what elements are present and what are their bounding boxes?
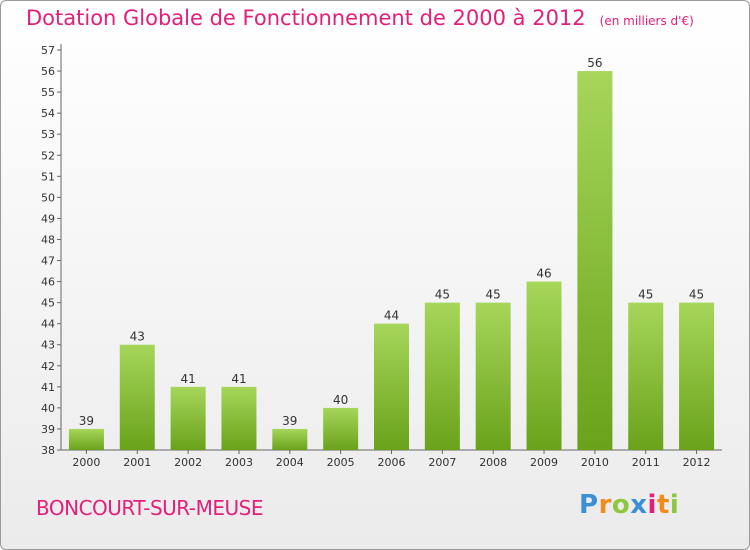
y-tick-label: 49 xyxy=(41,212,55,225)
x-tick-label: 2009 xyxy=(530,456,558,469)
y-tick-label: 56 xyxy=(41,65,55,78)
y-tick-label: 38 xyxy=(41,444,55,457)
data-label: 45 xyxy=(486,288,501,302)
chart-bars: 39 43 41 41 39 40 44 45 45 46 56 45 45 xyxy=(69,56,714,450)
bar xyxy=(577,71,612,450)
data-label: 41 xyxy=(231,372,246,386)
data-label: 39 xyxy=(282,414,297,428)
logo-letter: i xyxy=(648,490,657,520)
proxiti-logo[interactable]: Proxiti xyxy=(579,490,679,520)
y-tick-label: 41 xyxy=(41,381,55,394)
bar xyxy=(323,408,358,450)
y-tick-label: 52 xyxy=(41,149,55,162)
x-tick-label: 2000 xyxy=(72,456,100,469)
y-tick-label: 46 xyxy=(41,276,55,289)
x-tick-label: 2011 xyxy=(632,456,660,469)
x-tick-label: 2005 xyxy=(327,456,355,469)
y-tick-label: 40 xyxy=(41,402,55,415)
x-tick-label: 2008 xyxy=(479,456,507,469)
y-tick-label: 42 xyxy=(41,360,55,373)
y-tick-label: 48 xyxy=(41,233,55,246)
data-label: 41 xyxy=(180,372,195,386)
logo-letter: t xyxy=(657,490,670,520)
bar xyxy=(425,303,460,450)
data-label: 46 xyxy=(536,267,551,281)
x-tick-label: 2003 xyxy=(225,456,253,469)
bar xyxy=(171,387,206,450)
y-tick-label: 54 xyxy=(41,107,55,120)
data-label: 45 xyxy=(435,288,450,302)
x-tick-label: 2002 xyxy=(174,456,202,469)
commune-name: BONCOURT-SUR-MEUSE xyxy=(36,496,263,520)
y-tick-label: 44 xyxy=(41,318,55,331)
bar xyxy=(527,282,562,450)
bar xyxy=(272,429,307,450)
logo-letter: i xyxy=(670,490,679,520)
data-label: 45 xyxy=(689,288,704,302)
x-tick-label: 2004 xyxy=(276,456,304,469)
x-tick-label: 2012 xyxy=(683,456,711,469)
bar xyxy=(69,429,104,450)
y-tick-label: 50 xyxy=(41,191,55,204)
data-label: 40 xyxy=(333,393,348,407)
logo-letter: P xyxy=(579,490,599,520)
y-tick-label: 51 xyxy=(41,170,55,183)
y-tick-label: 43 xyxy=(41,339,55,352)
y-tick-label: 57 xyxy=(41,44,55,57)
data-label: 44 xyxy=(384,309,399,323)
data-label: 39 xyxy=(79,414,94,428)
x-tick-label: 2007 xyxy=(428,456,456,469)
x-tick-label: 2006 xyxy=(378,456,406,469)
data-label: 43 xyxy=(130,330,145,344)
bar-chart: 38 39 40 41 42 43 44 45 46 47 48 49 50 51 52 53 54 55 56 57… xyxy=(0,0,750,550)
x-tick-label: 2010 xyxy=(581,456,609,469)
x-tick-label: 2001 xyxy=(123,456,151,469)
bar xyxy=(221,387,256,450)
bar xyxy=(374,324,409,450)
y-tick-label: 47 xyxy=(41,255,55,268)
y-tick-label: 55 xyxy=(41,86,55,99)
logo-letter: o xyxy=(612,490,630,520)
y-tick-label: 39 xyxy=(41,423,55,436)
data-label: 45 xyxy=(638,288,653,302)
data-label: 56 xyxy=(587,56,602,70)
bar xyxy=(476,303,511,450)
bar xyxy=(628,303,663,450)
y-tick-label: 53 xyxy=(41,128,55,141)
y-tick-label: 45 xyxy=(41,297,55,310)
bar xyxy=(679,303,714,450)
bar xyxy=(120,345,155,450)
logo-letter: x xyxy=(630,490,647,520)
logo-letter: r xyxy=(599,490,612,520)
